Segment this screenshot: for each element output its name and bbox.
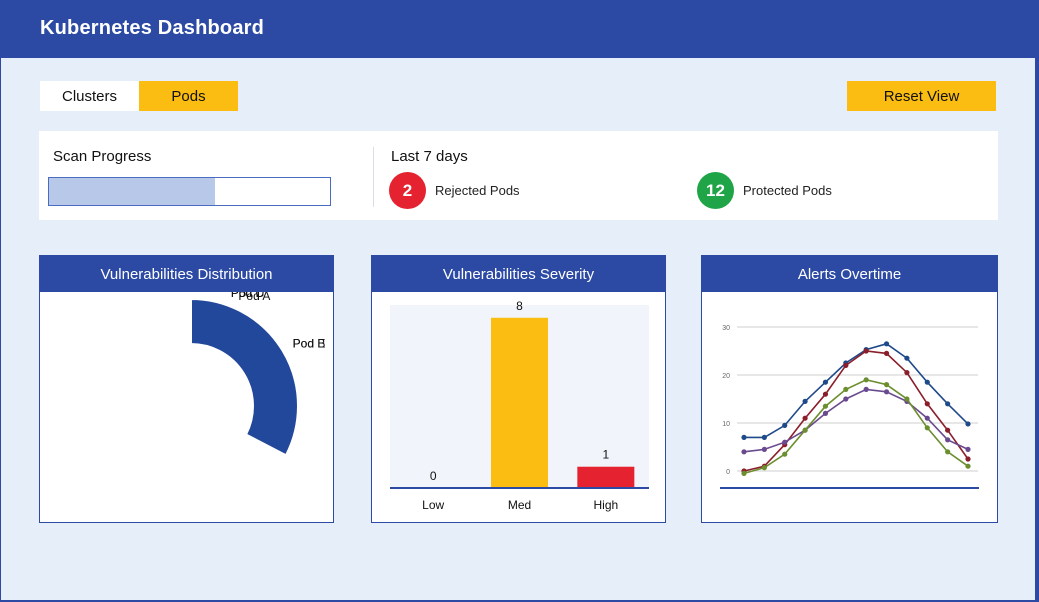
rejected-count-badge: 2 xyxy=(389,172,426,209)
line-point xyxy=(863,377,869,383)
line-point xyxy=(945,449,951,455)
line-point xyxy=(782,422,788,428)
alerts-line-chart: 30 20 10 0 xyxy=(720,325,979,489)
reset-view-button[interactable]: Reset View xyxy=(847,81,996,111)
line-point xyxy=(965,421,971,427)
scan-progress-bar xyxy=(48,177,331,206)
line-point xyxy=(924,401,930,407)
distribution-card-title: Vulnerabilities Distribution xyxy=(40,256,333,292)
alerts-card-title: Alerts Overtime xyxy=(702,256,997,292)
line-series-4 xyxy=(743,378,969,475)
severity-card-title: Vulnerabilities Severity xyxy=(372,256,665,292)
donut-label-pod-e: Pod E xyxy=(293,336,326,350)
line-point xyxy=(802,427,808,433)
divider xyxy=(373,147,374,207)
line-point xyxy=(843,362,849,368)
bar-category-low: Low xyxy=(422,498,444,512)
bar-high xyxy=(577,466,635,488)
bar-category-med: Med xyxy=(508,498,531,512)
protected-count-badge: 12 xyxy=(697,172,734,209)
bar-value-med: 8 xyxy=(516,299,523,313)
line-point xyxy=(965,463,971,469)
line-point xyxy=(741,449,747,455)
line-point xyxy=(863,386,869,392)
status-panel: Scan Progress Last 7 days 2 Rejected Pod… xyxy=(39,131,998,220)
line-point xyxy=(904,355,910,361)
tab-clusters[interactable]: Clusters xyxy=(40,81,139,111)
donut-label-pod-c: Pod C xyxy=(231,292,265,300)
bar-value-low: 0 xyxy=(430,469,437,483)
line-series-3 xyxy=(743,388,969,453)
line-point xyxy=(965,456,971,462)
line-ytick-label: 0 xyxy=(726,469,730,476)
line-point xyxy=(741,470,747,476)
line-point xyxy=(802,398,808,404)
tab-pods[interactable]: Pods xyxy=(139,81,238,111)
line-point xyxy=(863,348,869,354)
line-point xyxy=(761,465,767,471)
donut-label-pod-a: Pod A xyxy=(238,292,270,303)
line-point xyxy=(904,396,910,402)
line-point xyxy=(883,382,890,388)
line-point xyxy=(822,410,829,416)
line-point xyxy=(822,379,829,385)
line-point xyxy=(782,439,788,445)
line-point xyxy=(883,350,890,356)
line-point xyxy=(924,415,930,421)
line-point xyxy=(965,446,971,452)
line-point xyxy=(782,451,788,457)
scan-progress-label: Scan Progress xyxy=(53,148,152,165)
app-title: Kubernetes Dashboard xyxy=(40,17,265,39)
donut-slice-pod-e xyxy=(190,297,299,457)
line-point xyxy=(904,370,910,376)
line-point xyxy=(802,415,808,421)
line-point xyxy=(741,434,747,440)
donut-label-pod-d: Pod D xyxy=(231,292,265,300)
line-series-1 xyxy=(744,342,969,439)
bar-value-high: 1 xyxy=(602,448,609,462)
rejected-pods-label: Rejected Pods xyxy=(435,183,520,198)
line-point xyxy=(924,379,930,385)
line-point xyxy=(945,401,951,407)
line-ytick-label: 20 xyxy=(722,373,730,380)
line-point xyxy=(883,341,890,347)
line-point xyxy=(822,403,829,409)
line-point xyxy=(883,389,890,395)
line-point xyxy=(945,437,951,443)
line-ytick-label: 30 xyxy=(722,325,730,332)
line-point xyxy=(924,425,930,431)
alerts-card: Alerts Overtime 30 20 10 0 xyxy=(701,255,998,523)
line-point xyxy=(945,427,951,433)
severity-card: Vulnerabilities Severity 0 Low 8 Med 1 High xyxy=(371,255,666,523)
severity-bar-chart: 0 Low 8 Med 1 High xyxy=(390,299,649,512)
app-header: Kubernetes Dashboard xyxy=(0,0,1039,58)
protected-pods-label: Protected Pods xyxy=(743,183,832,198)
line-series-2 xyxy=(743,350,969,472)
line-point xyxy=(843,396,849,402)
scan-progress-fill xyxy=(49,178,215,205)
donut-label-pod-b: Pod B xyxy=(293,336,326,350)
line-point xyxy=(822,391,829,397)
protected-pods-stat[interactable]: 12 Protected Pods xyxy=(697,172,832,209)
rejected-pods-stat[interactable]: 2 Rejected Pods xyxy=(389,172,520,209)
line-point xyxy=(761,446,767,452)
period-label: Last 7 days xyxy=(391,148,468,165)
line-point xyxy=(843,386,849,392)
bar-category-high: High xyxy=(593,498,618,512)
line-ytick-label: 10 xyxy=(722,421,730,428)
line-point xyxy=(761,434,767,440)
bar-med xyxy=(491,317,548,488)
